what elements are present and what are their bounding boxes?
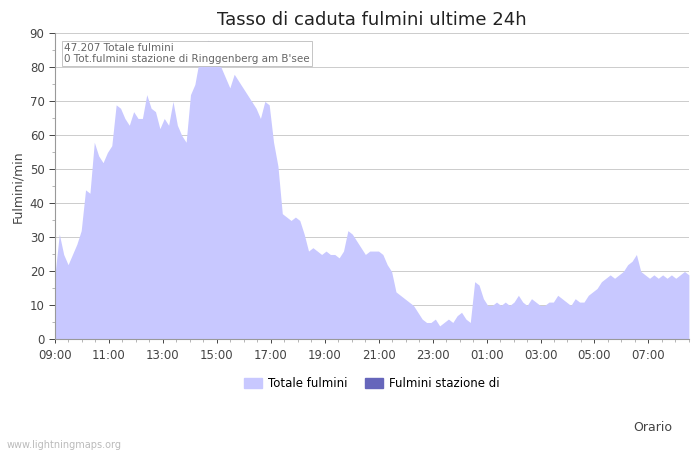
Y-axis label: Fulmini/min: Fulmini/min xyxy=(11,150,24,223)
Text: Orario: Orario xyxy=(633,421,672,434)
Legend: Totale fulmini, Fulmini stazione di: Totale fulmini, Fulmini stazione di xyxy=(239,372,504,395)
Text: www.lightningmaps.org: www.lightningmaps.org xyxy=(7,440,122,450)
Title: Tasso di caduta fulmini ultime 24h: Tasso di caduta fulmini ultime 24h xyxy=(217,11,526,29)
Text: 47.207 Totale fulmini
0 Tot.fulmini stazione di Ringgenberg am B'see: 47.207 Totale fulmini 0 Tot.fulmini staz… xyxy=(64,43,310,64)
